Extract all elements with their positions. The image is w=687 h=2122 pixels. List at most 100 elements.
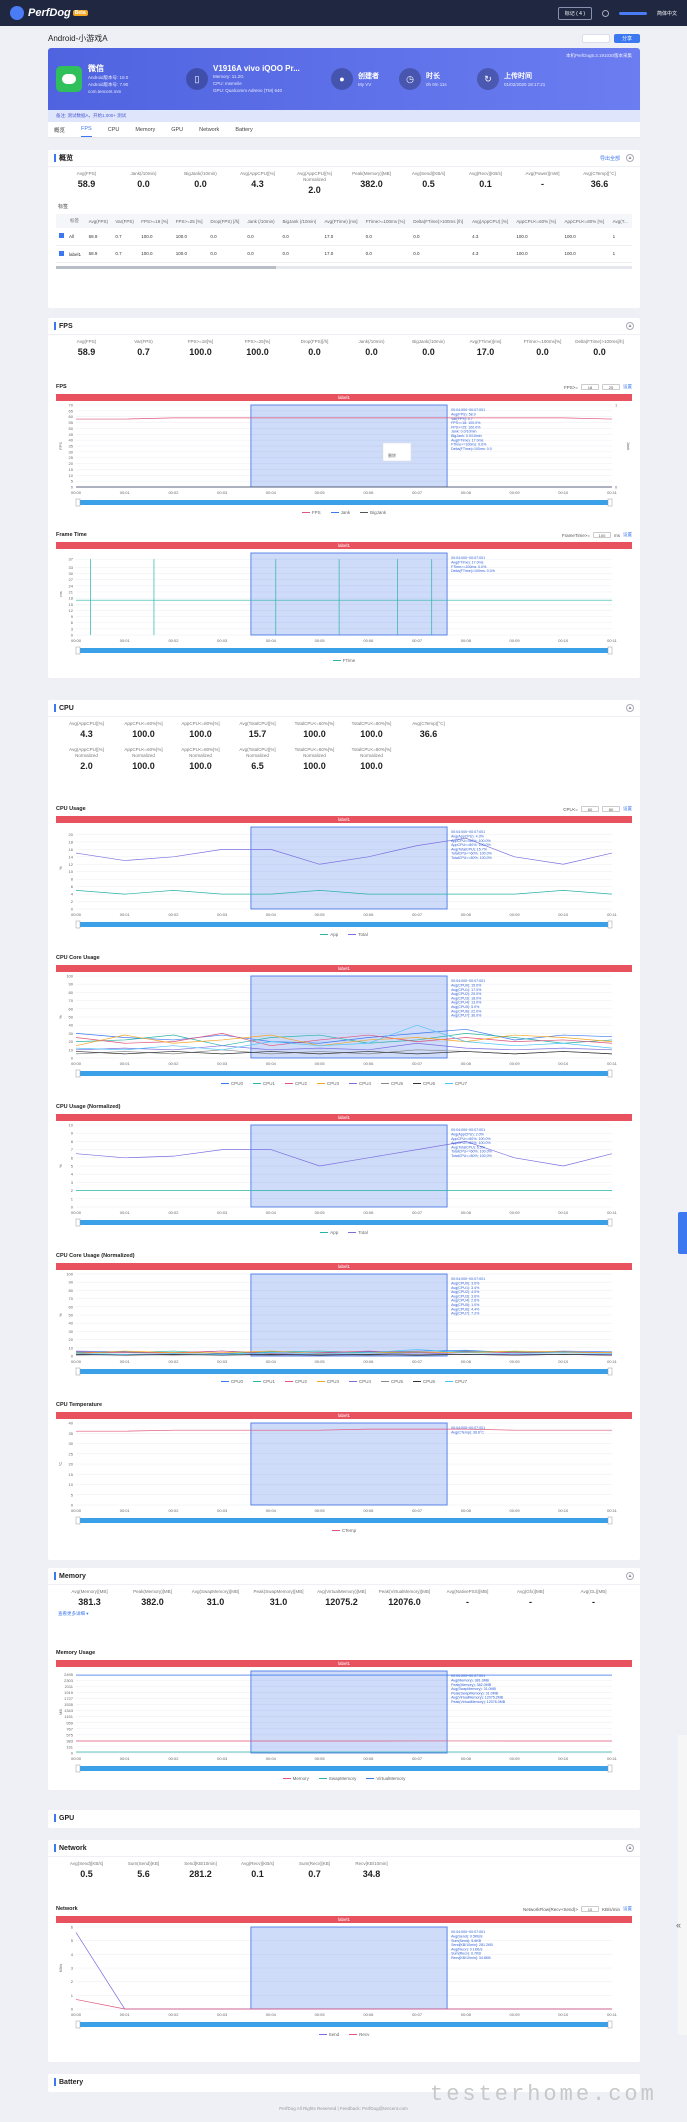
fps-threshold-1[interactable]: 18 bbox=[581, 384, 599, 390]
memory-legend[interactable]: Memory SwapMemory VirtualMemory bbox=[56, 1775, 632, 1782]
side-feedback-tab[interactable] bbox=[678, 1212, 687, 1254]
table-header[interactable]: Avg(FPS) bbox=[85, 214, 113, 228]
network-set-button[interactable]: 设置 bbox=[623, 1906, 632, 1911]
legend-item[interactable]: SwapMemory bbox=[318, 1776, 356, 1781]
legend-item[interactable]: CPU5 bbox=[381, 1081, 403, 1086]
network-threshold[interactable]: 10 bbox=[580, 1906, 599, 1912]
row-checkbox[interactable] bbox=[59, 233, 64, 239]
network-legend[interactable]: Send Recv bbox=[56, 2031, 632, 2038]
legend-item[interactable]: CPU7 bbox=[445, 1379, 467, 1384]
label-bar[interactable]: label1 bbox=[56, 1916, 632, 1923]
table-header[interactable]: Var(FPS) bbox=[112, 214, 139, 228]
legend-item[interactable]: CPU5 bbox=[381, 1379, 403, 1384]
cpu-core-norm-chart[interactable]: 0 10 20 30 40 50 60 70 80 90 100% 00:04:000~00:07:0… bbox=[56, 1270, 632, 1378]
cpu-usage-legend[interactable]: App Total bbox=[56, 931, 632, 938]
tab-overview[interactable]: 概览 bbox=[54, 127, 66, 134]
fps-threshold-2[interactable]: 25 bbox=[602, 384, 620, 390]
legend-item[interactable]: CPU2 bbox=[284, 1081, 307, 1086]
legend-item[interactable]: CPU6 bbox=[413, 1379, 435, 1384]
context-menu[interactable] bbox=[382, 442, 412, 462]
legend-item[interactable]: Total bbox=[348, 1230, 368, 1235]
row-checkbox[interactable] bbox=[59, 250, 64, 256]
ftime-chart[interactable]: 0 3 6 9 12 15 18 21 24 27 30 33 37 ms 00:04:000~00:07:… bbox=[56, 549, 632, 657]
legend-item[interactable]: Total bbox=[348, 932, 368, 937]
table-header[interactable]: Avg(AppCPU) [%] bbox=[469, 214, 514, 228]
memory-detail-link[interactable]: 查看更多详细 ▾ bbox=[58, 1611, 89, 1616]
label-bar[interactable]: label1 bbox=[56, 542, 632, 549]
tab-network[interactable]: Network bbox=[199, 126, 220, 133]
gpu-title[interactable]: GPU bbox=[59, 1814, 75, 1822]
scrollbar[interactable] bbox=[678, 1735, 687, 2035]
label-bar[interactable]: label1 bbox=[56, 1660, 632, 1667]
table-header[interactable]: Drop(FPS) [/h] bbox=[207, 214, 245, 228]
legend-item[interactable]: CTemp bbox=[331, 1528, 356, 1533]
table-row[interactable]: label1 58.9 0.7 100.0 100.0 0.0 0.0 0.0 17.0 0.0 0… bbox=[56, 245, 632, 263]
cpu-temp-chart[interactable]: 0 5 10 15 20 25 30 35 40 °C 00:04:000~00:07:001 Avg… bbox=[56, 1419, 632, 1527]
table-header[interactable]: Delta(FTime)>100ms [/h] bbox=[410, 214, 470, 228]
cpu-norm-chart[interactable]: 0 1 2 3 4 5 6 7 8 9 10% 00:04:000~00:07:001 Avg(AppC… bbox=[56, 1121, 632, 1229]
table-header[interactable]: BigJank (/10min) bbox=[279, 214, 322, 228]
table-header[interactable]: Avg(FTime) [ms] bbox=[321, 214, 363, 228]
tab-memory[interactable]: Memory bbox=[135, 126, 156, 133]
language-select[interactable]: 简体中文 bbox=[656, 10, 677, 17]
table-header[interactable]: AppCPU<=60% [%] bbox=[513, 214, 562, 228]
legend-item[interactable]: CPU4 bbox=[349, 1081, 371, 1086]
legend-item[interactable]: CPU6 bbox=[413, 1081, 435, 1086]
fps-set-button[interactable]: 设置 bbox=[623, 384, 632, 389]
collapse-icon[interactable]: ▴ bbox=[626, 322, 634, 330]
legend-item[interactable]: CPU7 bbox=[445, 1081, 467, 1086]
cpu-core-norm-legend[interactable]: CPU0 CPU1 CPU2 CPU3 CPU4 CPU5 CPU6 CPU7 bbox=[56, 1378, 632, 1385]
label-bar[interactable]: label1 bbox=[56, 394, 632, 401]
label-bar[interactable]: label1 bbox=[56, 1114, 632, 1121]
table-header[interactable]: FPS>=25 [%] bbox=[172, 214, 208, 228]
cpu-temp-legend[interactable]: CTemp bbox=[56, 1527, 632, 1534]
cpu-norm-legend[interactable]: App Total bbox=[56, 1229, 632, 1236]
tab-gpu[interactable]: GPU bbox=[171, 126, 184, 133]
legend-item[interactable]: CPU2 bbox=[284, 1379, 307, 1384]
legend-item[interactable]: CPU1 bbox=[252, 1081, 275, 1086]
collapse-icon[interactable]: ▴ bbox=[626, 154, 634, 162]
legend-item[interactable]: App bbox=[320, 932, 338, 937]
cpu-set-button[interactable]: 设置 bbox=[623, 806, 632, 811]
battery-title[interactable]: Battery bbox=[59, 2078, 84, 2086]
share-button[interactable]: 分享 bbox=[613, 33, 640, 43]
legend-item[interactable]: App bbox=[320, 1230, 338, 1235]
ftime-legend[interactable]: FTime bbox=[56, 657, 632, 664]
legend-item[interactable]: VirtualMemory bbox=[366, 1776, 405, 1781]
network-chart[interactable]: 0 1 2 3 4 5 6 KB/s 00:04:000~00:07:001 Avg(Send):… bbox=[56, 1923, 632, 2031]
tab-fps[interactable]: FPS bbox=[81, 122, 92, 137]
legend-item[interactable]: CPU0 bbox=[220, 1081, 243, 1086]
legend-item[interactable]: Recv bbox=[349, 2032, 369, 2037]
table-header[interactable]: FPS>=18 [%] bbox=[138, 214, 173, 228]
cpu-core-chart[interactable]: 0 10 20 30 40 50 60 70 80 90 100% 00:04:000~00:07:0… bbox=[56, 972, 632, 1080]
legend-item[interactable]: BigJank bbox=[360, 510, 386, 515]
table-header[interactable]: Avg(T... bbox=[609, 214, 632, 228]
mark-button[interactable]: 标记 ( 4 ) bbox=[557, 6, 592, 20]
table-header[interactable]: FTime>=100ms [%] bbox=[362, 214, 411, 228]
legend-item[interactable]: Send bbox=[318, 2032, 339, 2037]
edit-button[interactable] bbox=[581, 33, 610, 43]
collapse-icon[interactable]: ▴ bbox=[626, 1844, 634, 1852]
legend-item[interactable]: CPU1 bbox=[252, 1379, 275, 1384]
perfdog-logo[interactable]: PerfDog Beta bbox=[10, 6, 88, 20]
ftime-set-button[interactable]: 设置 bbox=[623, 532, 632, 537]
label-bar[interactable]: label1 bbox=[56, 816, 632, 823]
tab-battery[interactable]: Battery bbox=[235, 126, 253, 133]
cpu-core-legend[interactable]: CPU0 CPU1 CPU2 CPU3 CPU4 CPU5 CPU6 CPU7 bbox=[56, 1080, 632, 1087]
export-all-link[interactable]: 导出全部 bbox=[599, 155, 620, 162]
cpu-usage-chart[interactable]: 0 2 4 6 8 10 12 14 16 18 20% 00:04:000~00:07:001 Avg… bbox=[56, 823, 632, 931]
table-header[interactable]: 标签 bbox=[56, 214, 86, 228]
legend-item[interactable]: CPU3 bbox=[316, 1081, 339, 1086]
table-header[interactable]: AppCPU<=80% [%] bbox=[561, 214, 610, 228]
legend-item[interactable]: FPS bbox=[301, 510, 321, 515]
legend-item[interactable]: CPU4 bbox=[349, 1379, 371, 1384]
collapse-icon[interactable]: ▴ bbox=[626, 704, 634, 712]
table-header[interactable]: Jank (/10min) bbox=[244, 214, 280, 228]
settings-icon[interactable] bbox=[601, 9, 609, 17]
legend-item[interactable]: CPU0 bbox=[220, 1379, 243, 1384]
collapse-icon[interactable]: ▴ bbox=[626, 1572, 634, 1580]
note-bar[interactable]: 备注: 测试数据A，开始1,000+ 测试 bbox=[48, 110, 640, 122]
legend-item[interactable]: Jank bbox=[330, 510, 350, 515]
cpu-threshold-1[interactable]: 60 bbox=[581, 806, 599, 812]
fps-legend[interactable]: FPS Jank BigJank bbox=[56, 509, 632, 516]
